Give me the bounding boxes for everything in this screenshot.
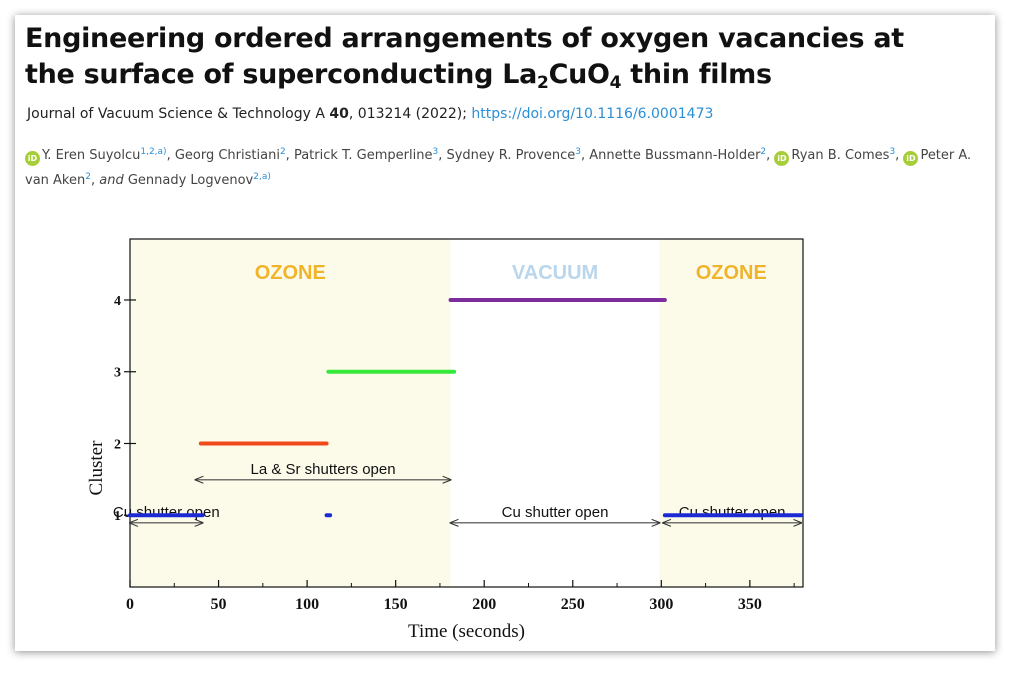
author-affiliation[interactable]: 3 — [889, 147, 896, 157]
region-label: VACUUM — [512, 262, 598, 284]
x-tick-label: 250 — [561, 596, 585, 613]
x-tick-label: 200 — [472, 596, 496, 613]
paper-card: Engineering ordered arrangements of oxyg… — [15, 15, 995, 651]
region-label: OZONE — [255, 262, 326, 284]
cluster-chart: OZONE VACUUM OZONE 0 50 100 150 200 250 300 350 1 2 3… — [86, 238, 804, 642]
plot-frame — [129, 238, 804, 588]
author-affiliation[interactable]: 2 — [279, 147, 286, 157]
orcid-icon[interactable]: iD — [903, 151, 919, 166]
author-entry: Sydney R. Provence3, — [446, 147, 590, 164]
region-band — [450, 239, 660, 587]
author-conjunction: and — [99, 173, 128, 188]
journal-citation: Journal of Vacuum Science & Technology A… — [27, 106, 713, 122]
title-part: thin films — [621, 59, 772, 90]
author-entry: and Gennady Logvenov2,a) — [99, 172, 271, 189]
author-entry: iD Ryan B. Comes3, — [774, 147, 903, 166]
annotation-label: Cu shutter open — [502, 504, 609, 521]
title-part: the surface of superconducting La — [25, 59, 538, 90]
orcid-icon[interactable]: iD — [774, 151, 790, 166]
author-entry: Annette Bussmann-Holder2, — [589, 147, 775, 164]
author-list: iD Y. Eren Suyolcu1,2,a), Georg Christian… — [25, 143, 990, 193]
x-tick-label: 300 — [649, 596, 673, 613]
region-band — [659, 239, 803, 587]
author-affiliation[interactable]: 1,2,a) — [140, 147, 167, 157]
x-tick-label: 150 — [384, 596, 408, 613]
title-subscript: 2 — [537, 73, 549, 93]
region-label: OZONE — [696, 262, 767, 284]
y-axis-label: Cluster — [86, 440, 107, 496]
author-entry: iD Y. Eren Suyolcu1,2,a), — [25, 147, 175, 166]
region-band — [130, 239, 451, 587]
author-name: Georg Christiani — [174, 148, 280, 163]
x-tick-label: 350 — [738, 596, 762, 613]
y-tick-label: 1 — [114, 509, 121, 524]
y-tick-label: 4 — [114, 294, 121, 309]
author-name: Ryan B. Comes — [791, 148, 890, 163]
author-name: Y. Eren Suyolcu — [42, 148, 141, 163]
author-name: Patrick T. Gemperline — [293, 148, 433, 163]
author-affiliation[interactable]: 3 — [432, 147, 439, 157]
author-name: Annette Bussmann-Holder — [589, 148, 761, 163]
x-tick-label: 100 — [295, 596, 319, 613]
author-entry: Georg Christiani2, — [174, 147, 294, 164]
author-name: Sydney R. Provence — [446, 148, 576, 163]
doi-link[interactable]: https://doi.org/10.1116/6.0001473 — [471, 106, 714, 122]
title-part: CuO — [548, 59, 610, 90]
x-axis-label: Time (seconds) — [408, 621, 525, 642]
author-entry: Patrick T. Gemperline3, — [293, 147, 447, 164]
author-entry: iD Peter A. van Aken2, — [25, 148, 972, 188]
y-tick-label: 3 — [114, 366, 121, 381]
author-affiliation[interactable]: 2,a) — [253, 172, 271, 182]
author-affiliation[interactable]: 2 — [85, 172, 91, 182]
paper-title: Engineering ordered arrangements of oxyg… — [25, 21, 985, 93]
annotation-label: Cu shutter open — [113, 504, 220, 521]
title-subscript: 4 — [609, 73, 622, 93]
y-tick-label: 2 — [114, 437, 121, 452]
author-name: Peter A. van Aken — [25, 148, 972, 188]
journal-name: Journal of Vacuum Science & Technology A — [27, 106, 330, 122]
title-line-1: Engineering ordered arrangements of oxyg… — [25, 23, 904, 54]
annotation-label: La & Sr shutters open — [250, 461, 395, 478]
x-tick-label: 0 — [126, 596, 134, 613]
title-line-2: the surface of superconducting La2CuO4 t… — [25, 57, 985, 93]
annotation-label: Cu shutter open — [679, 504, 786, 521]
orcid-icon[interactable]: iD — [25, 151, 40, 166]
x-tick-label: 50 — [211, 596, 227, 613]
author-affiliation[interactable]: 2 — [760, 147, 767, 157]
author-name: Gennady Logvenov — [127, 173, 254, 188]
author-affiliation[interactable]: 3 — [575, 147, 582, 157]
journal-volume: 40 — [329, 106, 349, 122]
journal-issue: , 013214 (2022); — [348, 106, 472, 122]
